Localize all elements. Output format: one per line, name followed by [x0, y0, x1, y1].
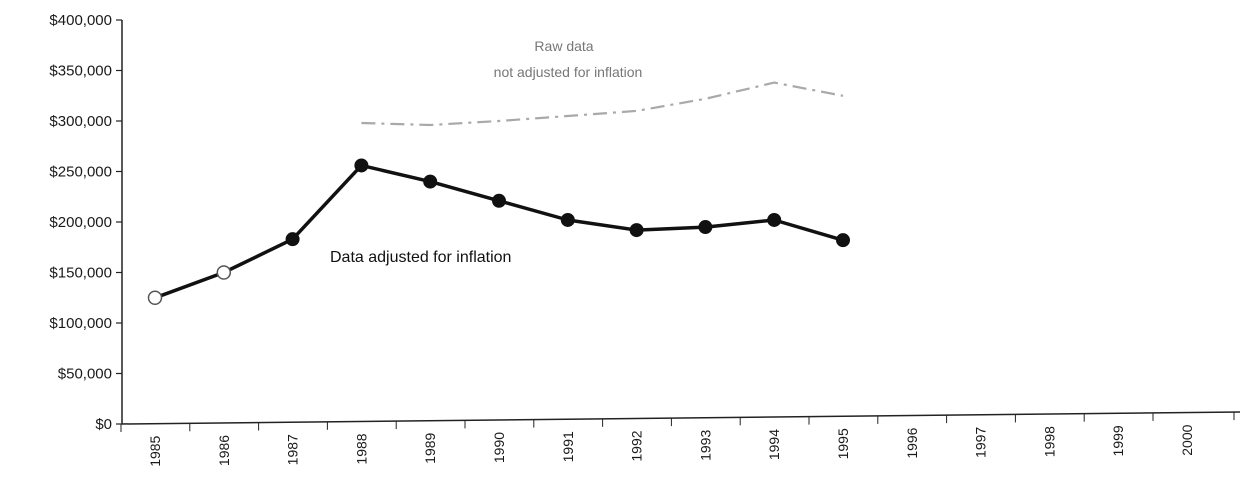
x-tick-label: 1993	[697, 430, 713, 461]
x-tick-label: 1986	[216, 435, 232, 466]
y-tick-label: $0	[95, 416, 112, 433]
adjusted-data-point	[354, 158, 369, 173]
y-tick-label: $400,000	[49, 12, 112, 29]
x-tick-label: 1994	[766, 429, 782, 460]
adjusted-data-annotation: Data adjusted for inflation	[330, 249, 511, 266]
adjusted-data-point	[492, 193, 506, 208]
adjusted-data-point	[629, 223, 644, 238]
x-tick-label: 2000	[1179, 424, 1195, 455]
adjusted-data-point	[698, 220, 713, 235]
raw-data-annotation-line1: Raw data	[534, 38, 593, 54]
adjusted-data-point	[285, 232, 300, 247]
adjusted-data-point	[836, 233, 850, 248]
y-tick-label: $100,000	[49, 315, 112, 332]
axes	[121, 20, 1241, 425]
annotations: Raw data not adjusted for inflation Data…	[330, 38, 642, 266]
x-axis-ticks: 1985 1986 1987 1988 1989 1990 1991 1992 1993 1994…	[120, 412, 1235, 467]
x-tick-label: 1990	[491, 432, 507, 463]
x-axis-line	[121, 411, 1241, 425]
y-axis-ticks: $0 $50,000 $100,000 $150,000 $200,000 $250,00…	[49, 12, 122, 433]
x-tick-label: 1997	[973, 427, 989, 458]
y-tick-label: $150,000	[49, 265, 112, 282]
y-tick-label: $50,000	[58, 366, 112, 383]
x-tick-label: 1998	[1041, 426, 1057, 457]
x-tick-label: 1989	[422, 432, 438, 463]
raw-data-annotation-line2: not adjusted for inflation	[494, 64, 643, 80]
x-tick-label: 1991	[560, 431, 576, 462]
x-tick-label: 1988	[353, 433, 369, 464]
x-tick-label: 1985	[147, 435, 163, 466]
y-tick-label: $350,000	[49, 63, 112, 80]
adjusted-data-line	[154, 163, 844, 300]
x-tick-label: 1995	[835, 428, 851, 459]
y-tick-label: $250,000	[49, 164, 112, 181]
x-tick-label: 1996	[904, 427, 920, 458]
y-tick-label: $300,000	[49, 113, 112, 130]
adjusted-data-point	[560, 212, 575, 227]
series-group	[147, 81, 850, 305]
raw-data-line	[361, 81, 844, 127]
adjusted-data-point	[423, 174, 438, 189]
adjusted-data-point	[147, 290, 163, 305]
y-tick-label: $200,000	[49, 214, 112, 231]
x-tick-label: 1987	[285, 434, 301, 465]
x-tick-label: 1999	[1110, 425, 1126, 456]
adjusted-data-point	[767, 212, 782, 227]
adjusted-data-point	[216, 265, 232, 280]
x-tick-label: 1992	[629, 430, 645, 461]
